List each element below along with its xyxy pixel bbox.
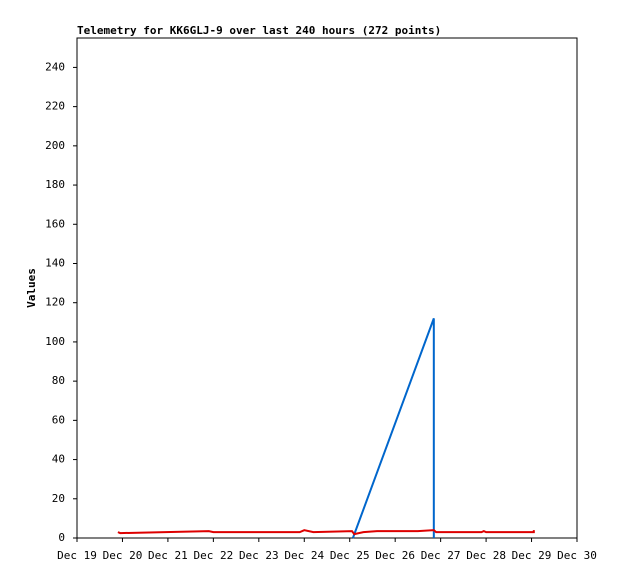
x-tick-label: Dec 26	[375, 549, 415, 562]
x-tick-label: Dec 28	[466, 549, 506, 562]
y-tick-label: 180	[45, 178, 65, 191]
x-tick-label: Dec 27	[421, 549, 461, 562]
x-tick-label: Dec 23	[239, 549, 279, 562]
x-tick-label: Dec 25	[330, 549, 370, 562]
y-tick-label: 220	[45, 100, 65, 113]
y-tick-label: 200	[45, 139, 65, 152]
y-tick-label: 0	[58, 531, 65, 544]
x-tick-label: Dec 20	[103, 549, 143, 562]
x-tick-label: Dec 30	[557, 549, 597, 562]
y-tick-label: 80	[52, 374, 65, 387]
chart-title: Telemetry for KK6GLJ-9 over last 240 hou…	[77, 24, 441, 37]
x-tick-label: Dec 22	[193, 549, 233, 562]
x-tick-label: Dec 24	[284, 549, 324, 562]
series-line	[351, 318, 435, 539]
y-tick-label: 20	[52, 492, 65, 505]
y-tick-label: 100	[45, 335, 65, 348]
x-tick-label: Dec 29	[512, 549, 552, 562]
x-tick-label: Dec 19	[57, 549, 97, 562]
plot-frame	[76, 37, 578, 539]
series-line	[117, 529, 535, 536]
y-tick-label: 120	[45, 296, 65, 309]
y-tick-label: 140	[45, 256, 65, 269]
y-axis-label: Values	[25, 268, 38, 308]
y-tick-label: 60	[52, 413, 65, 426]
y-tick-label: 160	[45, 217, 65, 230]
y-tick-label: 40	[52, 453, 65, 466]
x-tick-label: Dec 21	[148, 549, 188, 562]
y-tick-label: 240	[45, 60, 65, 73]
